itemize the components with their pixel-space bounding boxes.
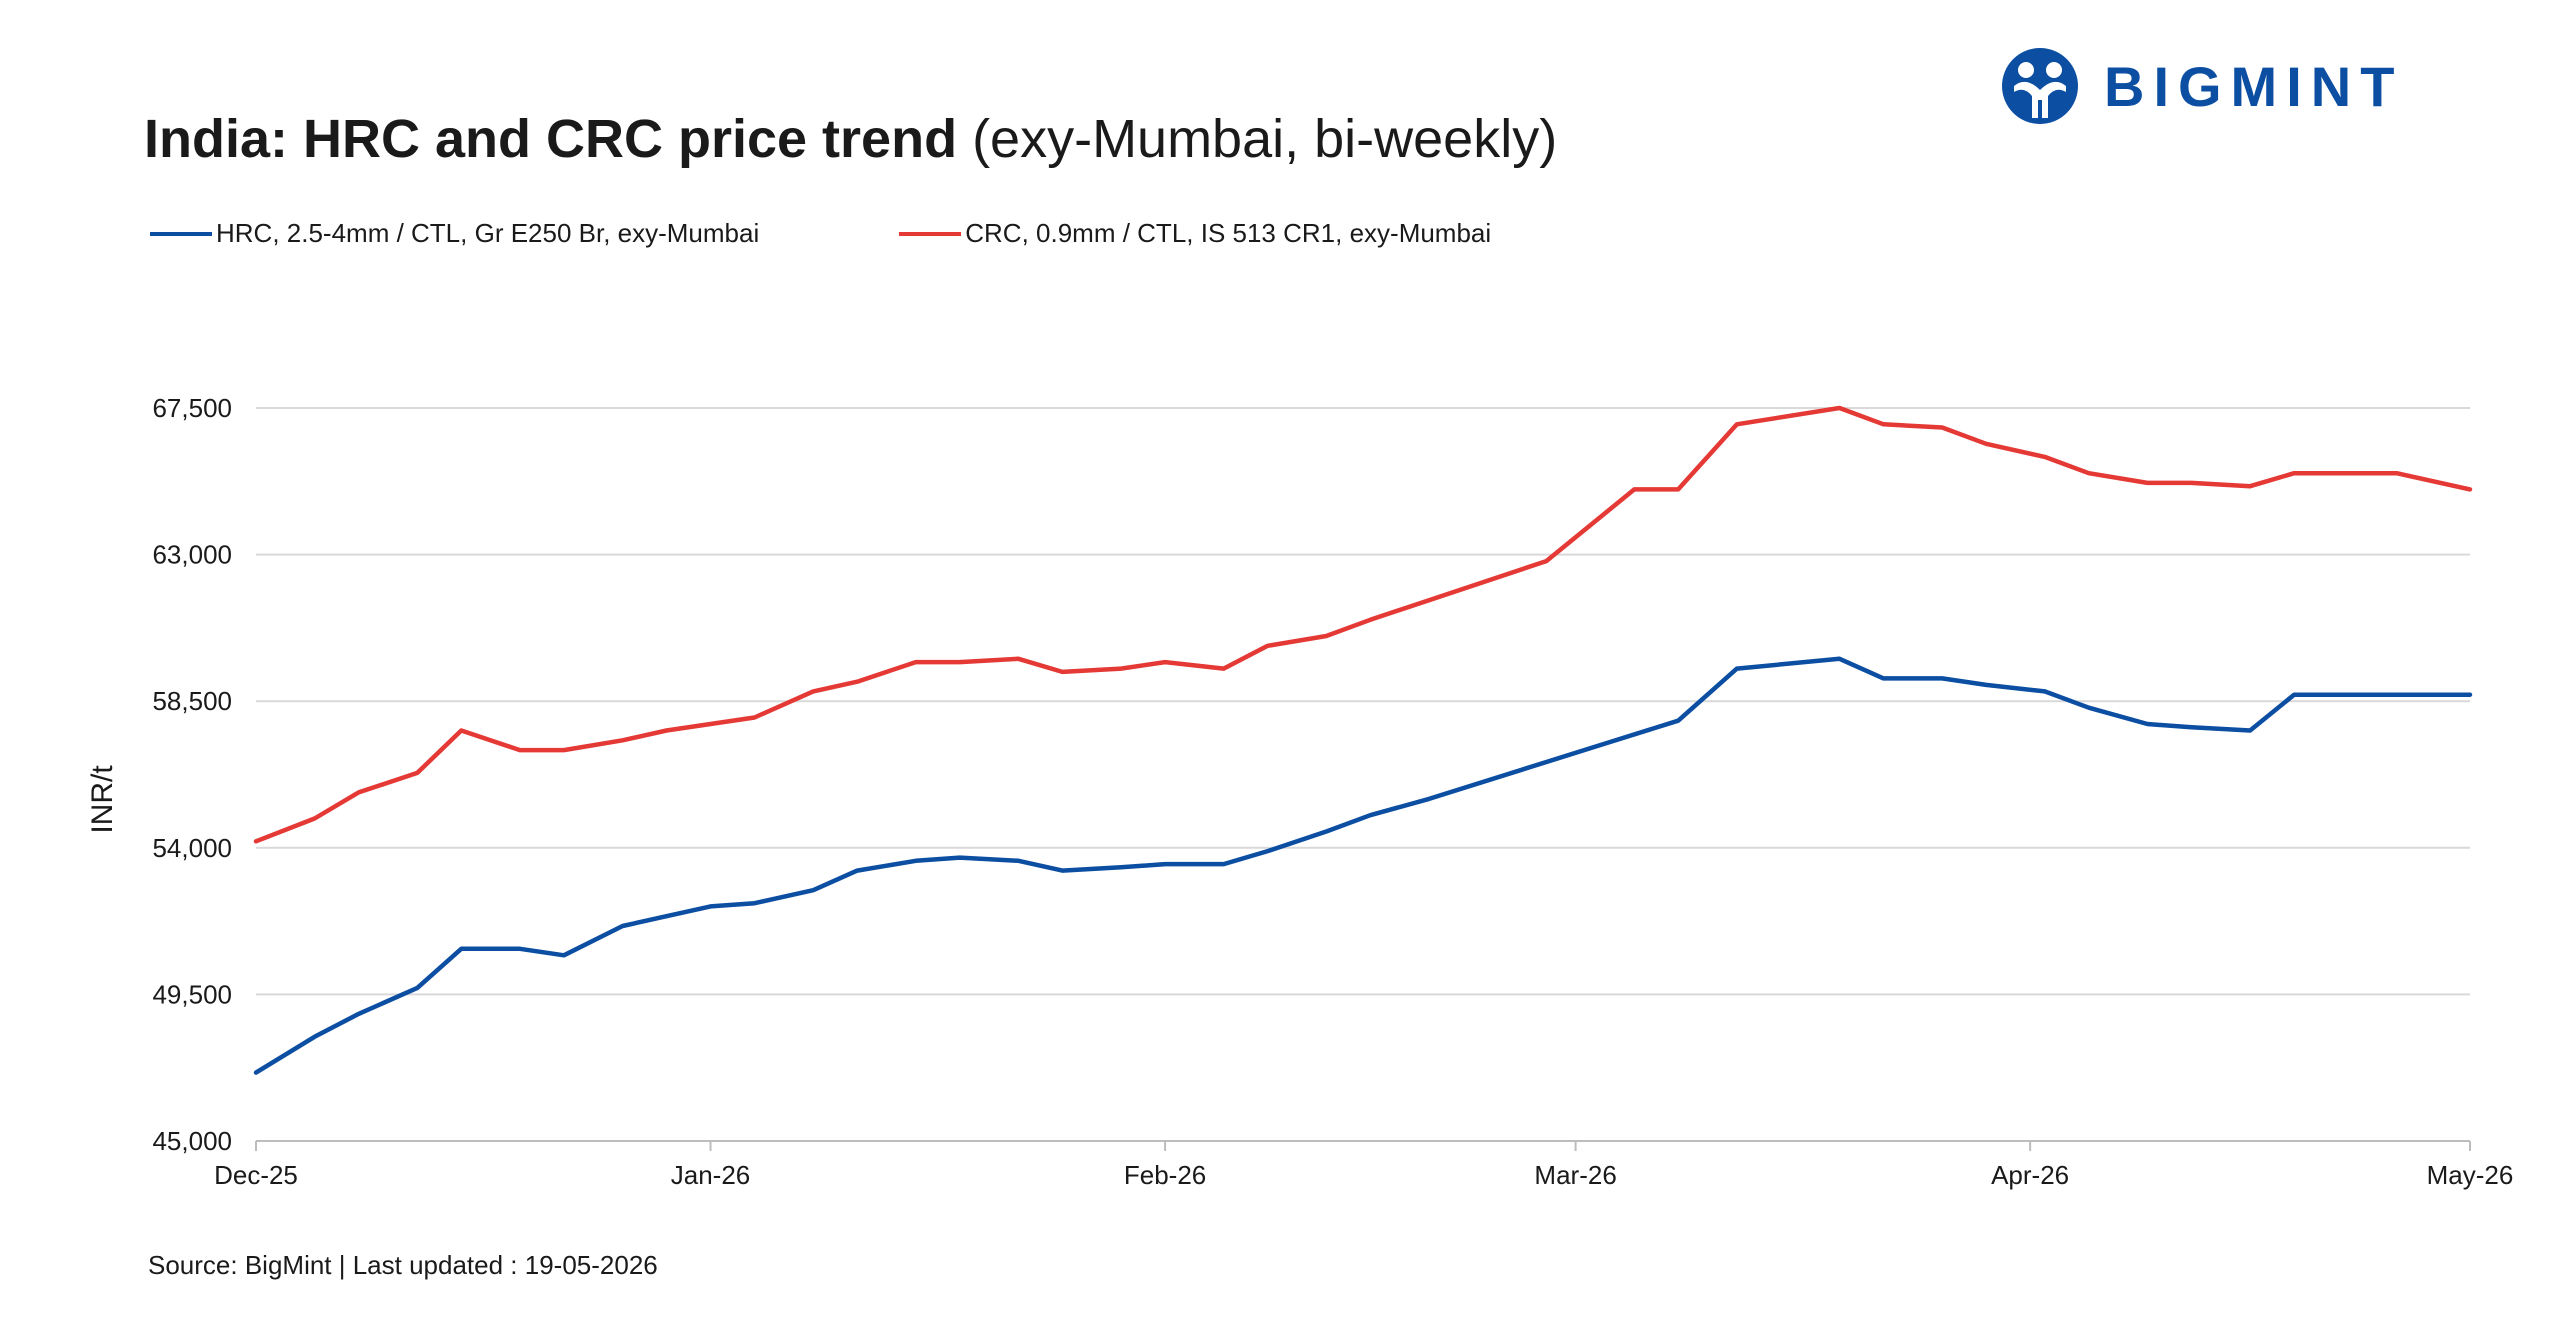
y-axis-label: INR/t xyxy=(86,765,119,834)
chart-title: India: HRC and CRC price trend (exy-Mumb… xyxy=(144,108,1557,170)
x-tick-label: Feb-26 xyxy=(1124,1160,1206,1190)
x-tick-label: Apr-26 xyxy=(1991,1160,2069,1190)
legend-item-crc: CRC, 0.9mm / CTL, IS 513 CR1, exy-Mumbai xyxy=(899,218,1491,249)
series-line-crc xyxy=(253,405,2473,844)
y-tick-label: 45,000 xyxy=(152,1126,232,1156)
y-tick-label: 63,000 xyxy=(152,540,232,570)
x-tick-label: Jan-26 xyxy=(671,1160,751,1190)
legend-label-crc: CRC, 0.9mm / CTL, IS 513 CR1, exy-Mumbai xyxy=(965,218,1492,248)
x-tick-label: Dec-25 xyxy=(214,1160,298,1190)
chart-title-main: India: HRC and CRC price trend xyxy=(144,109,958,169)
series-line-hrc xyxy=(253,656,2473,1075)
chart-legend: HRC, 2.5-4mm / CTL, Gr E250 Br, exy-Mumb… xyxy=(150,218,1631,249)
y-tick-label: 49,500 xyxy=(152,979,232,1009)
y-tick-label: 54,000 xyxy=(152,833,232,863)
legend-swatch-crc xyxy=(899,231,962,236)
bigmint-logo-text: BIGMINT xyxy=(2104,54,2404,118)
series-lines xyxy=(253,405,2473,1075)
bigmint-logo: BIGMINT xyxy=(2000,46,2403,126)
legend-item-hrc: HRC, 2.5-4mm / CTL, Gr E250 Br, exy-Mumb… xyxy=(150,218,759,249)
bigmint-logo-icon xyxy=(2002,48,2078,124)
y-tick-label: 58,500 xyxy=(152,686,232,716)
chart-title-subtitle: (exy-Mumbai, bi-weekly) xyxy=(957,109,1558,169)
x-tick-label: Mar-26 xyxy=(1534,1160,1616,1190)
x-axis: Dec-25 Jan-26 Feb-26 Mar-26 Apr-26 May-26 xyxy=(214,1141,2513,1190)
legend-swatch-hrc xyxy=(150,231,212,236)
grid-lines: 45,000 49,500 54,000 58,500 63,000 67,500 xyxy=(152,393,2470,1156)
source-note: Source: BigMint | Last updated : 19-05-2… xyxy=(148,1250,658,1280)
x-tick-label: May-26 xyxy=(2427,1160,2514,1190)
y-tick-label: 67,500 xyxy=(152,393,232,423)
legend-label-hrc: HRC, 2.5-4mm / CTL, Gr E250 Br, exy-Mumb… xyxy=(216,218,760,248)
